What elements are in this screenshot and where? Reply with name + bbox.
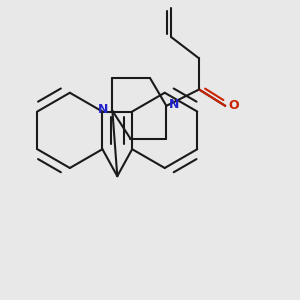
- Text: O: O: [228, 99, 239, 112]
- Text: N: N: [169, 98, 180, 111]
- Text: N: N: [98, 103, 108, 116]
